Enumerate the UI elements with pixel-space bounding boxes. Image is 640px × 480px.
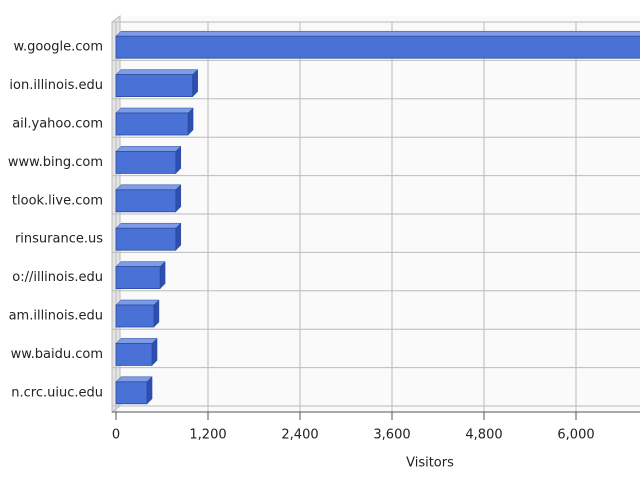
bar-top (115, 299, 160, 306)
bar-top (115, 338, 158, 344)
bar-side (187, 107, 194, 136)
bar-side (192, 68, 198, 98)
y-tick-label: n.crc.uiuc.edu (11, 385, 103, 400)
y-tick-label: tlook.live.com (12, 193, 103, 208)
bar-side (159, 260, 166, 290)
bar (115, 150, 177, 174)
bar (115, 304, 155, 328)
bar (115, 381, 148, 405)
bar-side (151, 337, 158, 367)
x-tick-label: 4,800 (465, 428, 502, 443)
bar-top (115, 184, 182, 191)
bar (115, 35, 640, 59)
bar-top (115, 376, 153, 383)
bar (115, 342, 153, 366)
x-tick-label: 3,600 (373, 428, 410, 443)
bar (115, 266, 161, 290)
bar-side (175, 184, 182, 213)
bar (115, 74, 194, 97)
y-tick-label: www.bing.com (8, 155, 103, 170)
bar (115, 189, 177, 213)
bar (115, 112, 189, 136)
x-tick-label: 1,200 (189, 428, 226, 443)
x-tick-label: 0 (112, 428, 120, 443)
bar-top (115, 222, 182, 229)
bar-top (115, 146, 182, 152)
bar-side (153, 299, 160, 328)
bar-top (115, 69, 199, 75)
bar-top (115, 30, 640, 37)
y-tick-label: ww.baidu.com (11, 347, 103, 362)
x-tick-label: 6,000 (557, 428, 594, 443)
bar-top (115, 107, 194, 114)
bar (115, 227, 177, 251)
y-tick-label: am.illinois.edu (9, 309, 103, 324)
bar-top (115, 261, 166, 267)
y-tick-label: w.google.com (14, 40, 104, 55)
y-tick-label: o://illinois.edu (12, 270, 103, 285)
y-tick-label: rinsurance.us (15, 232, 103, 247)
y-tick-label: ail.yahoo.com (12, 117, 103, 132)
x-tick-label: 2,400 (281, 428, 318, 443)
bar-side (146, 376, 153, 405)
y-tick-label: ion.illinois.edu (9, 78, 103, 93)
bar-side (175, 222, 182, 251)
bar-side (175, 145, 182, 175)
x-axis-title: Visitors (406, 456, 454, 471)
